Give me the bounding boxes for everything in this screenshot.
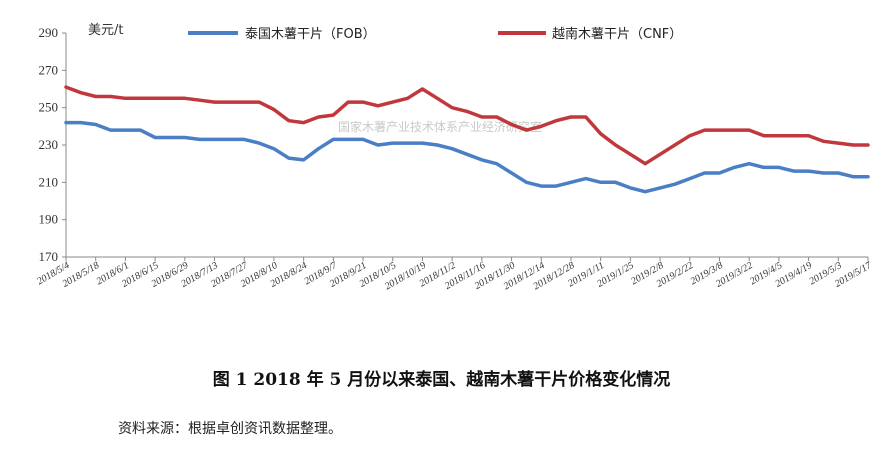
legend-label-vietnam: 越南木薯干片（CNF） [552,26,682,42]
legend-label-thailand: 泰国木薯干片（FOB） [245,27,376,42]
legend: 泰国木薯干片（FOB） 越南木薯干片（CNF） [188,26,682,42]
watermark-text: 国家木薯产业技术体系产业经济研究室 [338,119,542,134]
y-tick-label: 250 [39,100,59,115]
y-tick-label: 230 [39,137,59,152]
y-tick-label: 290 [39,25,59,40]
series-lines [64,85,870,194]
y-tick-label: 270 [39,62,59,77]
y-ticks: 170 190 210 230 250 270 290 [39,25,66,264]
data-source-note: 资料来源：根据卓创资讯数据整理。 [118,421,342,437]
x-ticks: 2018/5/42018/5/182018/6/12018/6/152018/6… [35,257,874,292]
series-line-thailand [64,120,870,194]
y-tick-label: 210 [39,174,59,189]
y-tick-label: 190 [39,212,59,227]
figure-caption: 图 1 2018 年 5 月份以来泰国、越南木薯干片价格变化情况 [212,370,671,390]
y-tick-label: 170 [39,249,59,264]
price-line-chart: 170 190 210 230 250 270 290 2018/5/42018/5/182… [35,23,874,292]
series-line-vietnam [64,85,870,166]
axes [65,33,868,258]
y-axis-unit: 美元/t [88,23,123,38]
